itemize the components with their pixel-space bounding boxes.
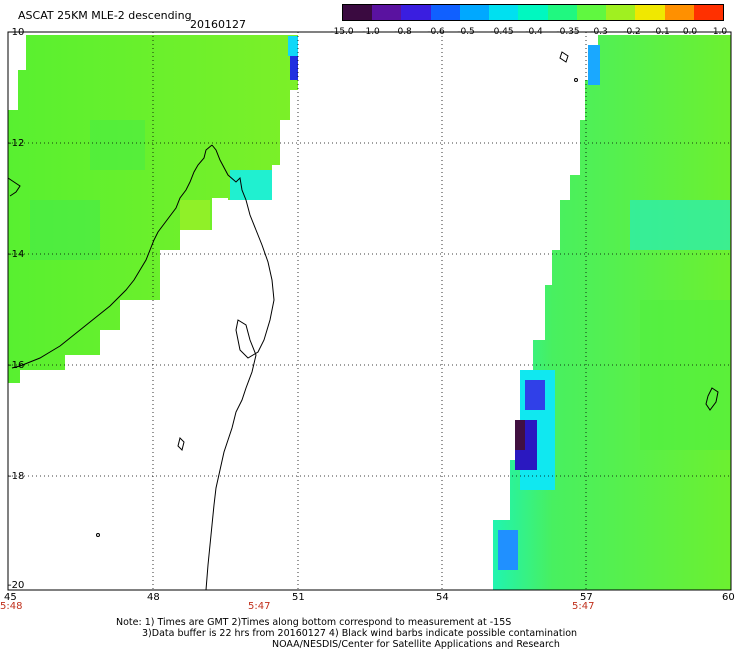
color-scale-segment [576, 5, 607, 20]
swath-patch [630, 200, 730, 250]
color-scale-segment [430, 5, 460, 20]
lon-tick: 60 [722, 592, 735, 603]
swath-patch [498, 530, 518, 570]
lat-lon-grid [8, 32, 731, 590]
lat-tick: -16 [8, 360, 25, 371]
swath-patch [90, 120, 145, 170]
lat-tick: -10 [8, 27, 25, 38]
right-swath [493, 35, 731, 590]
footer-note-2: 3)Data buffer is 22 hrs from 20160127 4)… [142, 628, 578, 639]
color-scale-segment [489, 5, 519, 20]
pass-time: 5:48 [0, 601, 23, 612]
madagascar-coastline [205, 144, 275, 591]
lon-tick: 48 [147, 592, 160, 603]
island-small [559, 51, 569, 63]
lat-tick: -12 [8, 138, 25, 149]
pass-time: 5:47 [248, 601, 271, 612]
lat-tick: -20 [8, 580, 25, 591]
lat-tick: -14 [8, 249, 25, 260]
island-dot [574, 78, 578, 82]
lon-tick: 45 [4, 592, 17, 603]
color-scale-segment [635, 5, 665, 20]
swath-patch [588, 45, 600, 85]
color-scale-segment [547, 5, 577, 20]
swath-patch [515, 420, 525, 450]
color-scale-segment [693, 5, 724, 20]
swath-patch [180, 200, 210, 230]
island-small [177, 437, 185, 451]
color-scale-segment [664, 5, 694, 20]
madagascar-west-coast [11, 144, 213, 369]
product-title: ASCAT 25KM MLE-2 descending [18, 9, 192, 22]
lon-tick: 54 [436, 592, 449, 603]
color-scale-segment [401, 5, 431, 20]
color-scale-segment [372, 5, 402, 20]
lat-tick: -18 [8, 471, 25, 482]
footer-credit: NOAA/NESDIS/Center for Satellite Applica… [272, 639, 560, 650]
color-scale-segment [459, 5, 490, 20]
swath-patch [290, 56, 298, 80]
color-scale-segment [518, 5, 548, 20]
swath-patch [525, 380, 545, 410]
swath-patch [288, 36, 298, 56]
swath-patch [230, 170, 272, 200]
swath-patch [640, 300, 730, 450]
map-frame [7, 31, 732, 591]
footer-note-1: Note: 1) Times are GMT 2)Times along bot… [116, 617, 512, 628]
lon-tick: 51 [292, 592, 305, 603]
island-dot [96, 533, 100, 537]
product-date: 20160127 [190, 18, 246, 31]
color-scale-bar [342, 4, 724, 21]
pass-time: 5:47 [572, 601, 595, 612]
swath-patch [30, 200, 100, 260]
mainland-coast [7, 177, 21, 197]
color-scale-segment [343, 5, 373, 20]
color-scale-segment [606, 5, 636, 20]
island-east [705, 387, 719, 411]
lon-tick: 57 [580, 592, 593, 603]
